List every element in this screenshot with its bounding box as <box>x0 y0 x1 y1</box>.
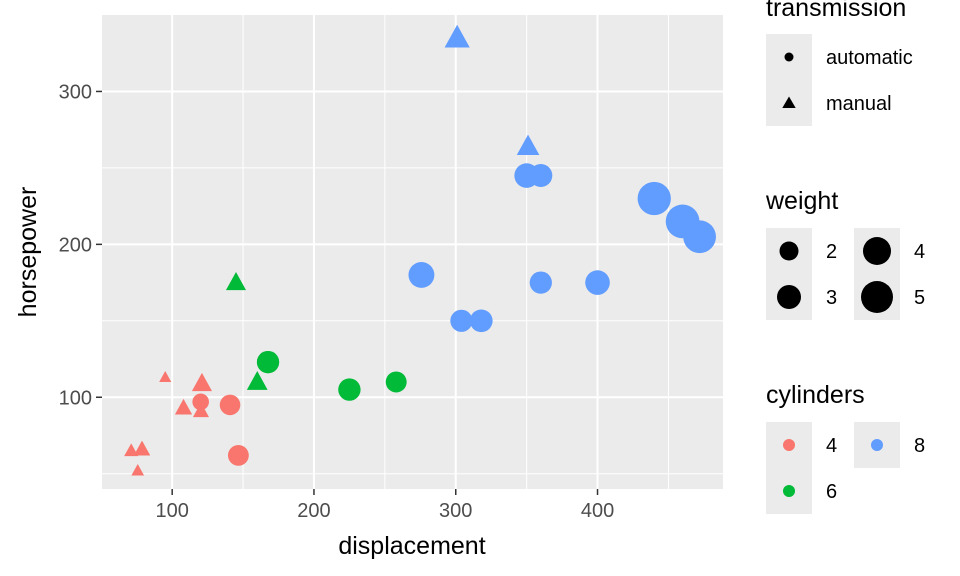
legend-transmission: transmission automatic manual <box>766 0 913 126</box>
data-point-automatic <box>514 163 539 188</box>
y-tick-label: 300 <box>59 81 92 103</box>
y-axis-ticks: 100 200 300 <box>59 81 102 409</box>
data-point-manual <box>135 441 150 455</box>
data-point-automatic <box>529 271 552 294</box>
data-point-automatic <box>219 394 241 416</box>
data-point-automatic <box>637 181 671 216</box>
legend-key-cylinders-8 <box>871 439 883 451</box>
data-point-manual <box>192 402 209 418</box>
data-point-automatic <box>256 350 280 374</box>
data-point-manual <box>225 272 247 291</box>
data-point-manual <box>191 372 213 392</box>
legend-key-weight-3 <box>777 285 801 309</box>
legend-key-cylinders-6 <box>783 485 795 497</box>
legend-key-cylinders-4 <box>783 439 795 451</box>
data-point-manual <box>516 134 540 156</box>
x-tick-label: 400 <box>581 500 614 522</box>
legend-label-cylinders-6: 6 <box>826 481 837 503</box>
legend-label-weight-2: 2 <box>826 241 837 263</box>
legend-key-manual-triangle <box>782 96 796 108</box>
legend-label-weight-5: 5 <box>914 287 925 309</box>
legend-key-weight-4 <box>863 237 891 265</box>
data-points <box>124 24 716 476</box>
legend-label-weight-4: 4 <box>914 241 925 263</box>
data-point-manual <box>174 398 193 415</box>
plot-panel <box>102 15 723 489</box>
legend-label-cylinders-4: 4 <box>826 435 837 457</box>
data-point-automatic <box>585 270 610 295</box>
data-point-automatic <box>409 262 434 288</box>
legend-cylinders: cylinders 4 6 8 <box>766 381 925 514</box>
x-axis-title: displacement <box>338 532 485 560</box>
minor-gridlines <box>102 15 723 489</box>
data-point-automatic <box>192 393 209 411</box>
legend-label-cylinders-8: 8 <box>914 435 925 457</box>
legend-label-automatic: automatic <box>826 47 913 69</box>
legend-title-weight: weight <box>765 187 838 215</box>
x-axis-ticks: 100 200 300 400 <box>155 489 614 522</box>
legend-key-weight-2 <box>779 241 799 261</box>
x-tick-label: 200 <box>297 500 330 522</box>
x-tick-label: 100 <box>155 500 188 522</box>
legend-key-bg-cylinders-col1 <box>766 422 812 514</box>
legend-label-manual: manual <box>826 93 892 115</box>
y-tick-label: 200 <box>59 234 92 256</box>
data-point-automatic <box>338 378 361 401</box>
y-tick-label: 100 <box>59 387 92 409</box>
data-point-manual <box>131 463 145 476</box>
data-point-automatic <box>665 204 700 239</box>
x-tick-label: 300 <box>439 500 472 522</box>
data-point-automatic <box>469 309 493 333</box>
data-point-manual <box>124 443 139 457</box>
data-point-manual <box>444 24 470 48</box>
data-point-automatic <box>227 444 249 466</box>
y-axis-title: horsepower <box>14 187 42 318</box>
data-point-automatic <box>450 309 473 332</box>
legend-label-weight-3: 3 <box>826 287 837 309</box>
legend-title-cylinders: cylinders <box>766 381 865 409</box>
data-point-automatic <box>385 371 407 393</box>
legend-key-weight-5 <box>861 281 893 313</box>
legend-title-transmission: transmission <box>766 0 906 22</box>
data-point-manual <box>246 371 268 390</box>
legend-key-automatic-circle <box>784 52 794 62</box>
legend-weight: weight 2 3 4 5 <box>765 187 925 320</box>
data-point-manual <box>159 371 172 382</box>
